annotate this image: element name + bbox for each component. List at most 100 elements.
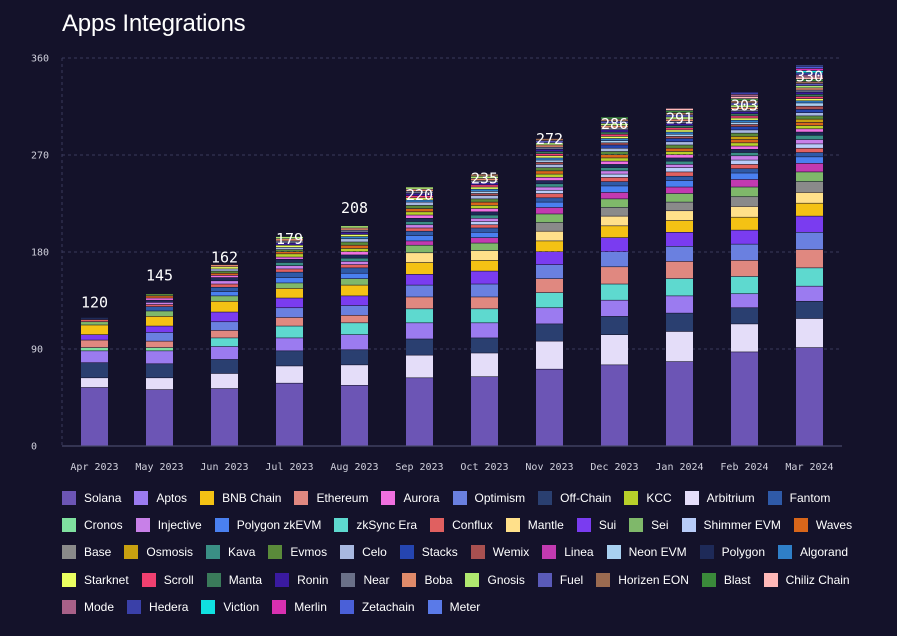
legend-item[interactable]: Aptos — [134, 490, 187, 505]
legend-item[interactable]: Shimmer EVM — [681, 518, 781, 533]
legend-item[interactable]: Boba — [402, 572, 452, 587]
bar-segment — [276, 245, 303, 248]
bar-segment — [536, 171, 563, 174]
legend-row: Cronos Injective Polygon zkEVM zkSync Era Co… — [62, 511, 892, 538]
bar-segment — [796, 96, 823, 99]
bar-segment — [731, 122, 758, 125]
legend-label: Optimism — [474, 490, 526, 505]
bar-segment — [406, 193, 433, 196]
legend-item[interactable]: Viction — [201, 600, 259, 615]
bar-segment — [666, 151, 693, 155]
legend-item[interactable]: Polygon zkEVM — [214, 518, 321, 533]
bar-segment — [276, 236, 303, 239]
bar-segment — [601, 121, 628, 124]
legend-item[interactable]: Ronin — [275, 572, 328, 587]
x-tick-label: Jan 2024 — [655, 462, 703, 473]
legend-item[interactable]: Wemix — [470, 545, 529, 560]
bar-segment — [276, 259, 303, 263]
legend-label: Zetachain — [361, 600, 415, 615]
legend-item[interactable]: Conflux — [430, 518, 493, 533]
legend-item[interactable]: BNB Chain — [200, 490, 281, 505]
legend-item[interactable]: Solana — [62, 490, 121, 505]
bar-segment — [796, 139, 823, 144]
bar-segment — [796, 119, 823, 123]
legend-swatch — [341, 572, 356, 587]
bar-segment — [406, 378, 433, 446]
bar-segment — [666, 246, 693, 262]
legend-item[interactable]: Neon EVM — [606, 545, 687, 560]
bar-segment — [536, 151, 563, 154]
legend-item[interactable]: zkSync Era — [334, 518, 417, 533]
legend-item[interactable]: Gnosis — [465, 572, 525, 587]
bar-segment — [406, 202, 433, 206]
legend-item[interactable]: Mode — [62, 600, 114, 615]
legend-item[interactable]: Celo — [340, 545, 387, 560]
bar-segment — [406, 225, 433, 228]
legend-item[interactable]: Osmosis — [124, 545, 193, 560]
legend-item[interactable]: Scroll — [141, 572, 194, 587]
legend-item[interactable]: Mantle — [505, 518, 564, 533]
x-tick-label: Jun 2023 — [200, 462, 248, 473]
bar-segment — [471, 225, 498, 228]
legend-item[interactable]: Cronos — [62, 518, 123, 533]
legend-item[interactable]: Optimism — [452, 490, 526, 505]
legend-item[interactable]: Waves — [793, 518, 852, 533]
legend-label: Hedera — [149, 600, 189, 615]
bar-segment — [666, 125, 693, 128]
bar-segment — [471, 185, 498, 187]
legend-item[interactable]: Fuel — [537, 572, 583, 587]
legend-item[interactable]: Sui — [576, 518, 616, 533]
bar-segment — [731, 276, 758, 294]
legend-item[interactable]: Horizen EON — [596, 572, 689, 587]
legend-label: Manta — [228, 572, 263, 587]
bar-segment — [471, 297, 498, 309]
legend-item[interactable]: Fantom — [767, 490, 830, 505]
legend-label: Aurora — [403, 490, 440, 505]
bar-segment — [341, 365, 368, 386]
bar-segment — [146, 294, 173, 296]
legend-item[interactable]: Linea — [542, 545, 594, 560]
legend-item[interactable]: Stacks — [399, 545, 458, 560]
bar-segment — [276, 262, 303, 266]
legend-item[interactable]: Manta — [206, 572, 263, 587]
legend-item[interactable]: Blast — [701, 572, 751, 587]
bar-segment — [666, 232, 693, 247]
legend-item[interactable]: Merlin — [272, 600, 327, 615]
legend-item[interactable]: Algorand — [778, 545, 848, 560]
bar-total-label: 235 — [471, 170, 498, 188]
legend-item[interactable]: Near — [341, 572, 389, 587]
legend-item[interactable]: Base — [62, 545, 111, 560]
bar-segment — [341, 296, 368, 306]
legend-item[interactable]: Hedera — [127, 600, 189, 615]
bar-segment — [146, 364, 173, 378]
legend-item[interactable]: Zetachain — [339, 600, 415, 615]
legend-label: Cronos — [84, 518, 123, 533]
legend-item[interactable]: Ethereum — [294, 490, 368, 505]
legend-item[interactable]: KCC — [624, 490, 672, 505]
legend-item[interactable]: Arbitrium — [684, 490, 755, 505]
legend-item[interactable]: Evmos — [268, 545, 327, 560]
legend-item[interactable]: Sei — [629, 518, 669, 533]
bar-stack — [81, 317, 108, 446]
legend-item[interactable]: Injective — [135, 518, 202, 533]
bar-segment — [341, 232, 368, 235]
bar-segment — [666, 220, 693, 232]
legend-item[interactable]: Meter — [427, 600, 480, 615]
legend-item[interactable]: Off-Chain — [538, 490, 611, 505]
bar-segment — [536, 278, 563, 293]
legend-label: KCC — [646, 490, 672, 505]
legend-swatch — [699, 545, 714, 560]
legend-item[interactable]: Aurora — [381, 490, 440, 505]
legend-item[interactable]: Kava — [206, 545, 255, 560]
bar-segment — [601, 192, 628, 199]
legend-swatch — [134, 490, 149, 505]
bar-segment — [536, 252, 563, 265]
bar-segment — [276, 383, 303, 446]
legend-item[interactable]: Chiliz Chain — [763, 572, 850, 587]
legend-swatch — [505, 518, 520, 533]
x-tick-label: Sep 2023 — [395, 462, 443, 473]
legend-item[interactable]: Polygon — [699, 545, 765, 560]
legend-item[interactable]: Starknet — [62, 572, 129, 587]
bar-segment — [406, 323, 433, 339]
bar-segment — [731, 103, 758, 105]
